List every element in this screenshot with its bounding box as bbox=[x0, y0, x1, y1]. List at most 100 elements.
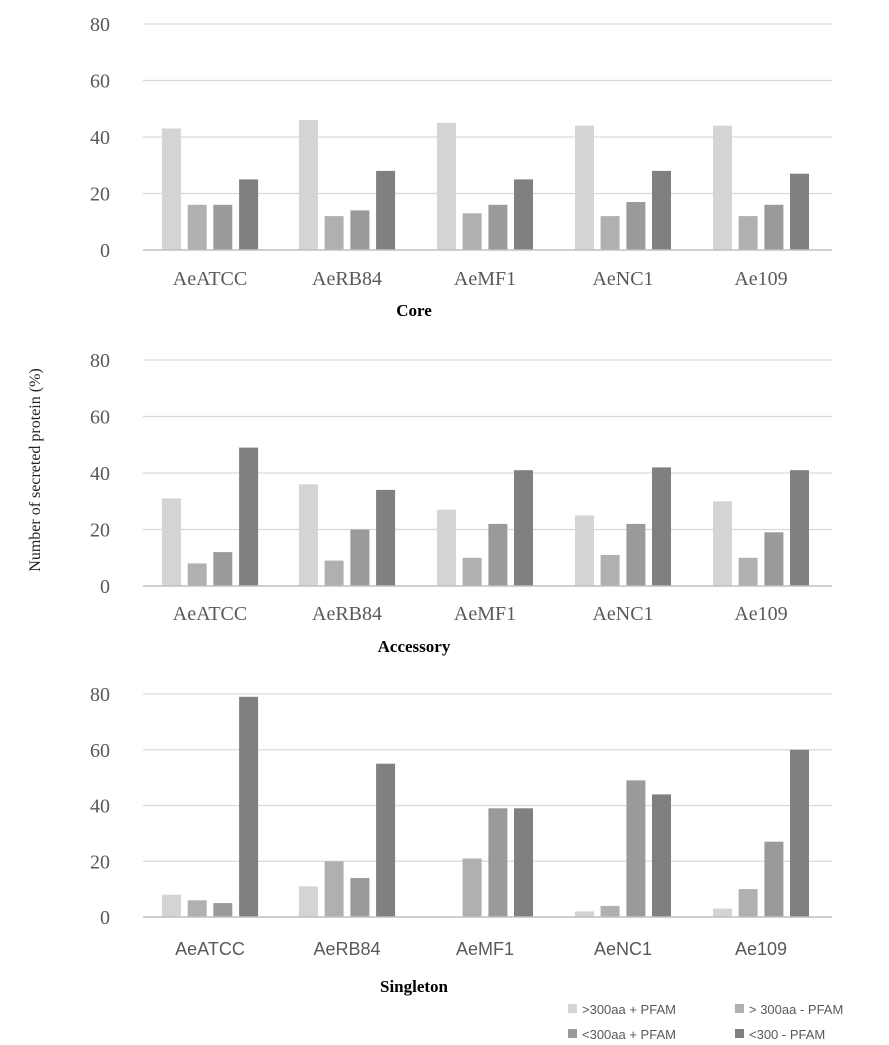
bar bbox=[298, 484, 318, 586]
bar bbox=[713, 908, 732, 917]
x-tick-label: AeATCC bbox=[173, 268, 247, 290]
chart-panel-accessory: 0 20 40 60 80 AeATCC AeRB84 AeMF1 AeNC1 Ae109 Acce… bbox=[90, 350, 832, 656]
y-tick-label: 20 bbox=[90, 184, 110, 206]
bar bbox=[652, 794, 671, 917]
bar bbox=[239, 447, 259, 586]
legend-item: > 300aa - PFAM bbox=[735, 1002, 843, 1017]
bar bbox=[161, 128, 181, 250]
legend-swatch bbox=[568, 1029, 577, 1038]
bar bbox=[764, 204, 784, 250]
bar bbox=[161, 894, 181, 917]
legend-item: <300aa + PFAM bbox=[568, 1027, 676, 1042]
panel-title: Accessory bbox=[378, 637, 451, 656]
bar bbox=[187, 204, 207, 250]
y-tick-label: 40 bbox=[90, 796, 110, 818]
bar bbox=[324, 861, 344, 918]
y-tick-label: 40 bbox=[90, 127, 110, 149]
bar bbox=[376, 170, 396, 250]
bar bbox=[462, 557, 482, 587]
y-tick-label: 60 bbox=[90, 740, 110, 762]
y-tick-label: 20 bbox=[90, 851, 110, 873]
x-tick-label: AeMF1 bbox=[454, 268, 516, 290]
legend-swatch bbox=[735, 1029, 744, 1038]
legend-item: >300aa + PFAM bbox=[568, 1002, 676, 1017]
legend-label: > 300aa - PFAM bbox=[749, 1002, 843, 1017]
x-tick-label: AeNC1 bbox=[592, 268, 653, 290]
chart-panel-singleton: 0 20 40 60 80 AeATCC AeRB84 AeMF1 AeNC1 Ae109 Sing… bbox=[90, 684, 832, 996]
bar bbox=[514, 470, 533, 586]
y-tick-label: 60 bbox=[90, 407, 110, 429]
bar bbox=[790, 749, 809, 918]
bar bbox=[239, 696, 259, 917]
legend-item: <300 - PFAM bbox=[735, 1027, 825, 1042]
x-tick-label: AeRB84 bbox=[312, 268, 382, 290]
bar bbox=[713, 125, 732, 250]
bar bbox=[376, 489, 396, 586]
bar bbox=[239, 179, 259, 250]
chart-panel-core: 0 20 40 60 80 AeATCC AeRB84 AeMF1 AeNC1 Ae109 Core bbox=[90, 14, 832, 320]
legend-label: <300 - PFAM bbox=[749, 1027, 825, 1042]
legend: >300aa + PFAM > 300aa - PFAM <300aa + PFAM… bbox=[568, 1002, 843, 1042]
bar bbox=[764, 532, 784, 586]
bar bbox=[187, 900, 207, 917]
y-tick-label: 0 bbox=[100, 907, 110, 929]
legend-label: >300aa + PFAM bbox=[582, 1002, 676, 1017]
bar bbox=[600, 216, 620, 250]
legend-swatch bbox=[568, 1004, 577, 1013]
bar bbox=[600, 554, 620, 586]
bar bbox=[626, 523, 646, 586]
y-tick-label: 80 bbox=[90, 350, 110, 372]
bar bbox=[298, 886, 318, 917]
x-tick-label: AeMF1 bbox=[454, 603, 516, 625]
bar bbox=[738, 216, 758, 250]
y-tick-label: 80 bbox=[90, 14, 110, 36]
x-tick-label: AeATCC bbox=[173, 603, 247, 625]
x-tick-label: Ae109 bbox=[734, 268, 787, 290]
x-tick-label: AeRB84 bbox=[313, 939, 380, 959]
bar bbox=[738, 557, 758, 587]
bar bbox=[298, 120, 318, 250]
bar bbox=[436, 509, 456, 586]
bar bbox=[575, 911, 594, 917]
bar bbox=[652, 467, 671, 586]
panel-title: Singleton bbox=[380, 977, 449, 996]
bar bbox=[350, 878, 370, 917]
chart-panels: 0 20 40 60 80 AeATCC AeRB84 AeMF1 AeNC1 Ae109 Core… bbox=[90, 14, 832, 996]
bar bbox=[575, 515, 594, 586]
bar bbox=[350, 210, 370, 250]
bar bbox=[462, 858, 482, 917]
bar bbox=[600, 905, 620, 917]
bar bbox=[488, 204, 508, 250]
y-tick-label: 0 bbox=[100, 576, 110, 598]
bar bbox=[764, 841, 784, 917]
bar bbox=[514, 179, 533, 250]
bar bbox=[575, 125, 594, 250]
panel-title: Core bbox=[396, 301, 432, 320]
bar bbox=[161, 498, 181, 586]
y-tick-label: 60 bbox=[90, 71, 110, 93]
bar bbox=[790, 470, 809, 586]
bar bbox=[436, 122, 456, 250]
bar bbox=[790, 173, 809, 250]
bar bbox=[713, 501, 732, 587]
bar bbox=[652, 170, 671, 250]
x-tick-label: AeATCC bbox=[175, 939, 245, 959]
bar bbox=[213, 552, 233, 586]
x-tick-label: AeRB84 bbox=[312, 603, 382, 625]
bar bbox=[213, 903, 233, 917]
legend-swatch bbox=[735, 1004, 744, 1013]
bar bbox=[514, 808, 533, 917]
bar bbox=[376, 763, 396, 917]
y-tick-label: 80 bbox=[90, 684, 110, 706]
bar bbox=[324, 216, 344, 250]
x-tick-label: Ae109 bbox=[734, 603, 787, 625]
bar bbox=[626, 780, 646, 917]
bar bbox=[738, 889, 758, 917]
x-tick-label: AeNC1 bbox=[592, 603, 653, 625]
y-tick-label: 40 bbox=[90, 463, 110, 485]
x-tick-label: AeMF1 bbox=[456, 939, 514, 959]
legend-label: <300aa + PFAM bbox=[582, 1027, 676, 1042]
x-tick-label: Ae109 bbox=[735, 939, 787, 959]
bar bbox=[626, 202, 646, 250]
